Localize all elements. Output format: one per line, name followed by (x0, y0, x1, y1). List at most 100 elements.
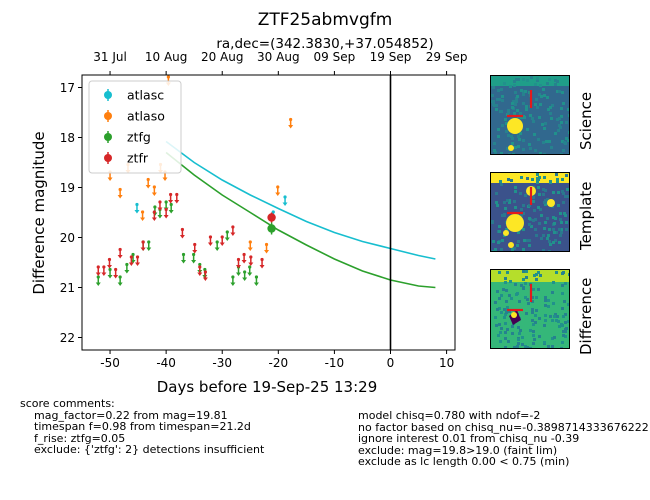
upper-limit-arrow (134, 210, 140, 214)
chart-subtitle: ra,dec=(342.3830,+37.054852) (216, 36, 433, 52)
upper-limit-arrow (101, 272, 107, 276)
upper-limit-arrow (162, 177, 168, 181)
legend-entry-atlaso: atlaso (104, 109, 165, 124)
upper-limit-ztfg (191, 252, 197, 264)
model-comment-line: exclude as lc length 0.00 < 0.75 (min) (358, 455, 570, 468)
model-curves (165, 75, 436, 350)
plot-border (81, 74, 456, 351)
template-stamp (490, 172, 570, 252)
upper-limit-ztfr (207, 235, 213, 246)
upper-limit-arrow (151, 217, 157, 221)
detection-marker (267, 213, 276, 222)
upper-limit-arrow (230, 232, 236, 236)
x-tick-label: -50 (100, 356, 120, 370)
legend-entry-ztfr: ztfr (104, 151, 149, 166)
upper-limit-dot (193, 242, 197, 247)
upper-limit-ztfr (95, 265, 101, 276)
upper-limit-dot (249, 255, 253, 259)
upper-limit-dot (96, 275, 100, 279)
upper-limit-arrow (191, 260, 197, 264)
upper-limit-dot (198, 265, 202, 269)
upper-limit-dot (248, 265, 252, 269)
top-tick-label: 31 Jul (93, 50, 127, 64)
model-comments: model chisq=0.780 with ndof=-2 no factor … (358, 410, 649, 468)
upper-limit-atlaso (145, 177, 151, 189)
score-comments: score comments: mag_factor=0.22 from mag=… (20, 398, 264, 456)
top-tick-label: 30 Aug (257, 50, 300, 64)
upper-limit-arrow (241, 260, 247, 264)
science-stamp (490, 75, 570, 155)
upper-limit-arrow (146, 247, 152, 251)
upper-limit-dot (231, 225, 235, 229)
upper-limit-dot (264, 242, 269, 247)
x-tick-label: 10 (439, 356, 454, 370)
score-comment-line: mag_factor=0.22 from mag=19.81 (34, 408, 228, 422)
template-label: Template (577, 181, 595, 250)
upper-limit-dot (118, 247, 122, 252)
upper-limit-ztfr (179, 227, 185, 239)
upper-limit-ztfg (168, 202, 174, 214)
upper-limit-arrow (179, 235, 185, 239)
upper-limit-arrow (192, 250, 198, 254)
upper-limit-dot (236, 257, 241, 262)
upper-limit-ztfg (214, 240, 220, 251)
upper-limit-ztfr (202, 270, 208, 281)
upper-limit-arrow (197, 272, 203, 276)
upper-limit-dot (131, 252, 135, 257)
upper-limit-arrow (163, 215, 169, 219)
upper-limit-dot (215, 240, 219, 244)
upper-limit-ztfg (117, 275, 123, 286)
upper-limit-dot (135, 255, 140, 259)
model-curve-atlasc (165, 140, 436, 260)
upper-limit-ztfr (168, 192, 174, 204)
upper-limit-dot (203, 267, 207, 272)
upper-limit-dot (208, 235, 213, 239)
upper-limit-atlaso (275, 185, 281, 196)
upper-limit-ztfr (163, 207, 169, 219)
upper-limit-dot (175, 192, 179, 197)
upper-limit-ztfg (242, 270, 248, 281)
upper-limit-ztfr (219, 235, 225, 246)
top-tick-label: 10 Aug (145, 50, 188, 64)
upper-limit-arrow (95, 282, 101, 286)
axes: -50 -40 -30 -20 -10 0 10 31 Jul 10 Aug 20 Aug 30 A… (60, 50, 468, 370)
y-tick-label: 20 (60, 231, 75, 245)
legend-label: ztfg (127, 130, 151, 145)
upper-limit-dot (125, 262, 129, 267)
upper-limit-arrow (288, 125, 294, 129)
upper-limit-atlaso (117, 187, 123, 199)
legend-entry-atlasc: atlasc (104, 88, 164, 103)
upper-limit-atlasc (282, 195, 288, 206)
upper-limit-dot (271, 210, 275, 214)
upper-limit-dot (140, 210, 145, 214)
legend: atlasc atlaso ztfg ztfr (88, 80, 182, 174)
upper-limit-dot (192, 252, 196, 257)
upper-limit-arrow (168, 200, 174, 204)
x-tick-label: 0 (387, 356, 395, 370)
upper-limit-dot (198, 262, 202, 267)
legend-entry-ztfg: ztfg (104, 130, 151, 145)
upper-limit-arrow (259, 265, 265, 269)
upper-limit-dot (242, 252, 246, 257)
upper-limit-dot (164, 200, 168, 204)
upper-limit-arrow (214, 247, 220, 251)
difference-label: Difference (577, 277, 595, 355)
chart-title: ZTF25abmvgfm (258, 10, 393, 30)
upper-limit-dot (169, 202, 173, 207)
upper-limit-arrow (157, 207, 163, 211)
upper-limit-dot (118, 275, 122, 279)
upper-limit-arrow (113, 275, 119, 279)
y-tick-label: 19 (60, 181, 75, 195)
upper-limit-atlaso (264, 242, 270, 254)
upper-limit-ztfr (117, 247, 123, 259)
upper-limit-dot (248, 240, 252, 244)
upper-limit-dot (141, 240, 145, 244)
x-axis-label: Days before 19-Sep-25 13:29 (157, 378, 378, 396)
x-tick-label: -30 (212, 356, 232, 370)
top-tick-label: 20 Aug (201, 50, 244, 64)
upper-limit-ztfg (146, 240, 152, 251)
upper-limit-arrow (107, 275, 113, 279)
upper-limit-dot (107, 257, 112, 262)
upper-limit-dot (180, 227, 185, 232)
upper-limit-dot (260, 257, 264, 262)
